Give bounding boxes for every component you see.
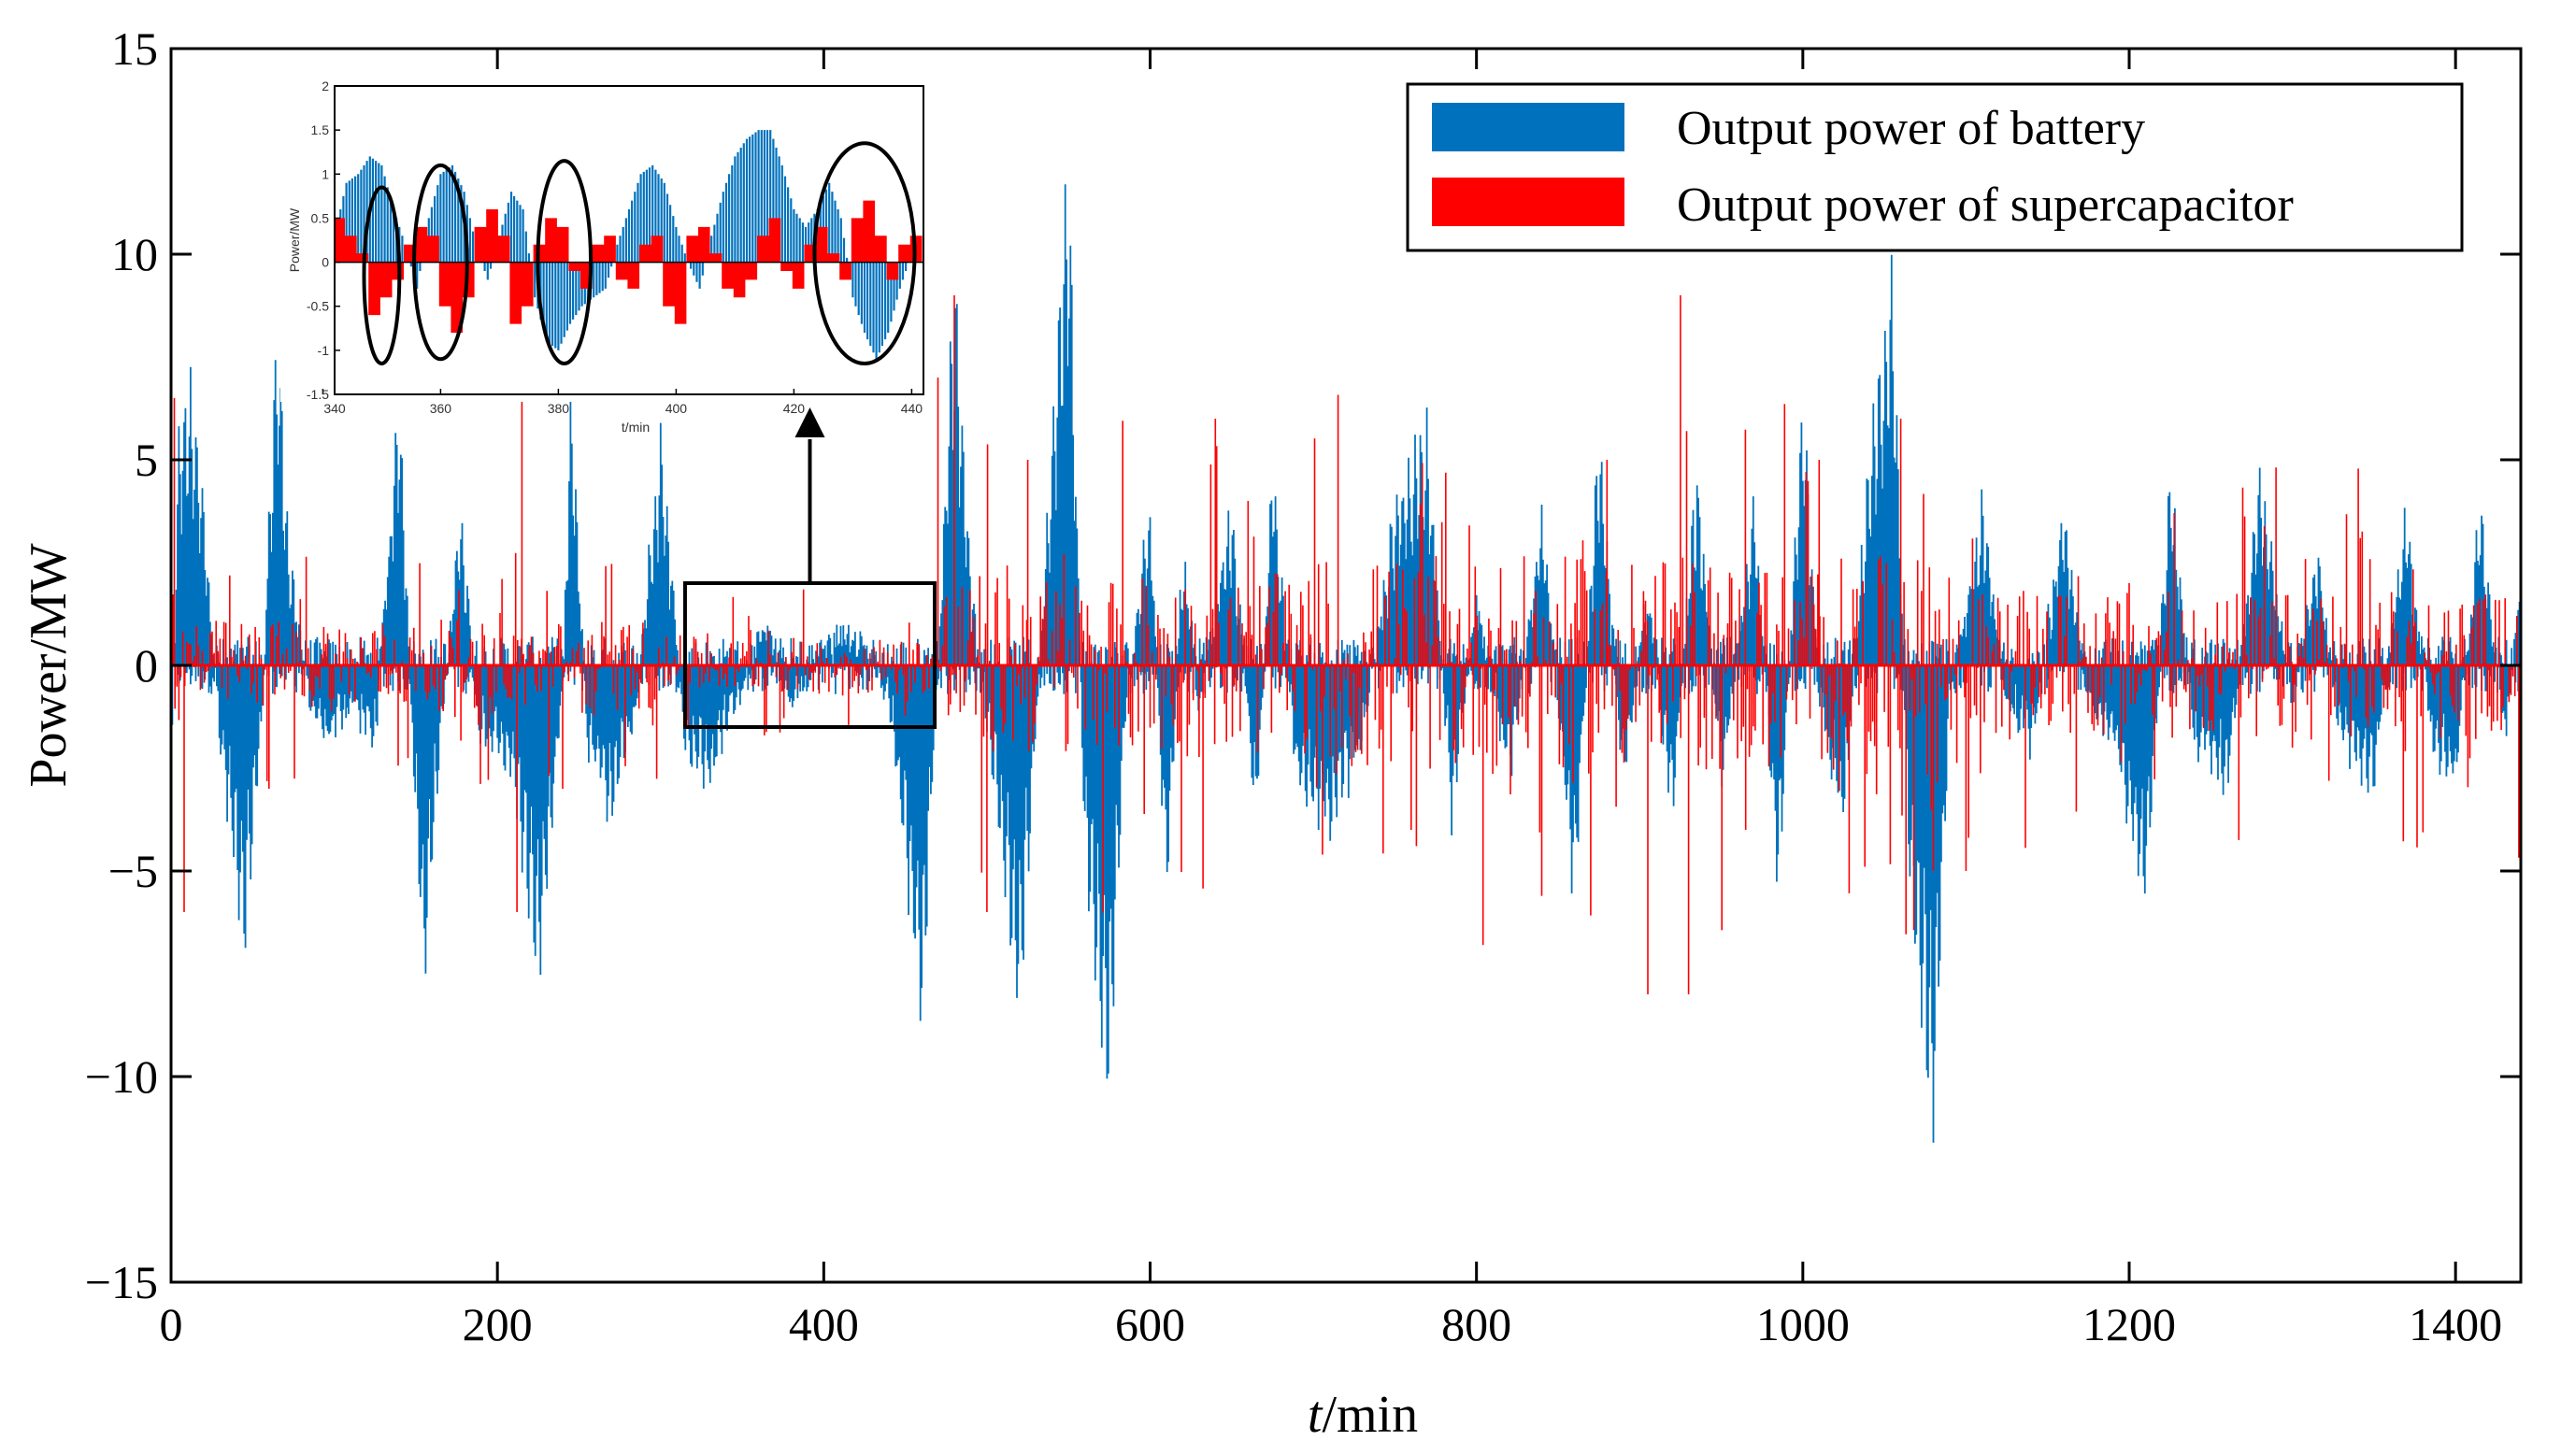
x-tick-label: 1400 <box>2409 1298 2502 1350</box>
y-tick-label: 15 <box>111 22 158 75</box>
x-axis-title: t/min <box>1308 1386 1418 1444</box>
zoom-arrow-head <box>794 407 825 437</box>
inset-y-tick-label: -1.5 <box>307 387 329 402</box>
zoom-annotation <box>682 407 937 729</box>
x-axis-ticks: 0 200 400 600 800 1000 1200 1400 <box>160 49 2502 1350</box>
inset-y-tick-label: 1.5 <box>311 122 330 137</box>
inset-x-tick-label: 340 <box>323 401 346 416</box>
x-tick-label: 0 <box>160 1298 183 1350</box>
x-tick-label: 800 <box>1441 1298 1511 1350</box>
y-tick-label: −15 <box>85 1256 158 1308</box>
y-tick-label: 10 <box>111 228 158 280</box>
inset-highlight-ellipse <box>362 185 402 366</box>
inset-x-axis-title: t/min <box>622 420 650 435</box>
x-axis-title-rest: /min <box>1322 1386 1418 1444</box>
inset-y-axis-ticks: 2 1.5 1 0.5 0 -0.5 -1 -1.5 <box>307 79 340 402</box>
inset-x-tick-label: 380 <box>548 401 570 416</box>
x-tick-label: 200 <box>463 1298 533 1350</box>
inset-x-tick-label: 440 <box>901 401 923 416</box>
y-tick-label: −10 <box>85 1050 158 1103</box>
inset-highlight-ellipse <box>536 159 594 366</box>
x-tick-label: 400 <box>789 1298 859 1350</box>
y-tick-label: 0 <box>135 639 158 692</box>
legend-label-supercapacitor: Output power of supercapacitor <box>1677 178 2294 232</box>
legend: Output power of battery Output power of … <box>1406 82 2464 252</box>
inset-highlight-ellipse <box>812 141 917 365</box>
inset-x-tick-label: 360 <box>430 401 452 416</box>
inset-x-tick-label: 420 <box>783 401 806 416</box>
x-tick-label: 1000 <box>1756 1298 1850 1350</box>
y-axis-title: Power/MW <box>20 543 78 787</box>
y-tick-label: −5 <box>108 845 158 897</box>
inset-y-tick-label: -1 <box>318 343 330 358</box>
inset-highlight-ellipses <box>362 141 917 366</box>
inset-y-tick-label: 0.5 <box>311 210 330 225</box>
inset-y-tick-label: 2 <box>322 79 329 93</box>
inset-y-axis-title: Power/MW <box>287 207 302 272</box>
legend-swatch-supercapacitor <box>1432 178 1624 226</box>
x-tick-label: 600 <box>1115 1298 1185 1350</box>
inset-y-tick-label: 0 <box>322 255 329 270</box>
inset-highlight-ellipse <box>412 163 469 362</box>
inset-y-tick-label: -0.5 <box>307 299 329 314</box>
inset-x-axis-ticks: 340 360 380 400 420 440 <box>322 389 923 416</box>
legend-swatch-battery <box>1432 103 1624 151</box>
inset-x-tick-label: 400 <box>665 401 688 416</box>
legend-label-battery: Output power of battery <box>1677 102 2145 155</box>
x-tick-label: 1200 <box>2082 1298 2176 1350</box>
y-tick-label: 5 <box>135 434 158 486</box>
x-axis-title-italic: t <box>1308 1386 1323 1444</box>
inset-frame <box>334 85 924 395</box>
inset-y-tick-label: 1 <box>322 166 329 181</box>
inset-zoom-plot: 340 360 380 400 420 440 2 1.5 1 0.5 0 -0.5 -1 -1.5 P… <box>280 75 925 435</box>
